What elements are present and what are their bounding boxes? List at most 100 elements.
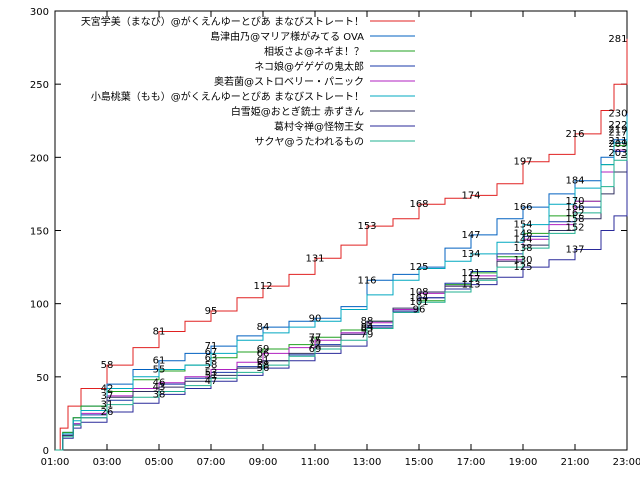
data-label: 67 [205,347,218,358]
data-label: 121 [461,268,480,279]
data-label: 88 [361,316,374,327]
data-label: 71 [205,341,218,352]
data-label: 61 [257,356,270,367]
data-label: 144 [513,234,532,245]
data-label: 69 [309,344,322,355]
series-line-9 [55,141,628,451]
data-label: 184 [565,176,584,187]
legend-label: 相坂さよ@ネギま！？ [264,45,364,58]
data-label: 170 [565,196,584,207]
series-line-8 [55,152,628,451]
x-tick-label: 09:00 [249,457,278,468]
data-label: 108 [409,287,428,298]
data-label: 130 [513,255,532,266]
legend-label: 葛村令禅@怪物王女 [274,120,364,133]
data-label: 125 [409,262,428,273]
series-line-2 [55,113,628,451]
data-label: 37 [101,391,114,402]
data-label: 197 [513,157,532,168]
legend-label: ネコ娘@ゲゲゲの鬼太郎 [254,60,364,73]
y-tick-label: 100 [30,300,49,311]
data-label: 101 [409,297,428,308]
x-tick-label: 01:00 [41,457,70,468]
series-line-7 [55,144,628,451]
data-label: 38 [153,389,166,400]
x-tick-label: 19:00 [509,457,538,468]
series-line-4 [55,129,628,451]
series-line-5 [55,132,628,451]
x-tick-label: 13:00 [353,457,382,468]
data-label: 47 [205,376,218,387]
data-label: 222 [608,120,627,131]
x-tick-label: 11:00 [301,457,330,468]
data-label: 152 [565,223,584,234]
data-label: 125 [513,262,532,273]
data-label: 42 [101,384,114,395]
data-label: 209 [608,139,627,150]
data-label: 153 [357,221,376,232]
data-label: 63 [205,353,218,364]
data-label: 230 [608,108,627,119]
x-tick-label: 15:00 [405,457,434,468]
data-label: 83 [361,324,374,335]
data-label: 131 [305,253,324,264]
y-tick-label: 200 [30,153,49,164]
y-tick-label: 50 [36,373,49,384]
x-tick-label: 21:00 [561,457,590,468]
x-tick-label: 07:00 [197,457,226,468]
data-label: 281 [608,34,627,45]
data-label: 31 [101,400,114,411]
legend-label: サクヤ@うたわれるもの [255,136,365,148]
data-label: 84 [257,322,270,333]
data-label: 81 [153,326,166,337]
data-label: 51 [205,370,218,381]
data-label: 69 [257,344,270,355]
data-label: 117 [461,274,480,285]
data-label: 90 [309,313,322,324]
data-label: 56 [257,363,270,374]
data-label: 58 [205,360,218,371]
y-tick-label: 150 [30,227,49,238]
data-label: 43 [153,382,166,393]
data-label: 77 [309,332,322,343]
data-label: 154 [513,220,532,231]
legend: 天宮学美（まなび）@がくえんゆーとぴあ まなびストレート！ 島津由乃@マリア様がみ… [81,15,415,148]
data-label: 96 [413,305,426,316]
data-label: 166 [565,202,584,213]
data-label: 55 [153,365,166,376]
data-label: 217 [608,127,627,138]
data-label: 113 [461,280,480,291]
series-lines [55,38,628,451]
y-tick-label: 0 [43,446,49,457]
data-label: 162 [565,208,584,219]
x-tick-label: 05:00 [145,457,174,468]
data-label: 216 [565,129,584,140]
data-label: 84 [361,322,374,333]
data-label: 95 [205,306,218,317]
y-tick-label: 250 [30,80,49,91]
axes: 0 50 100 150 200 250 300 01:00 03:00 05:00 07:00 09… [30,7,640,468]
data-label: 58 [101,360,114,371]
data-label: 174 [461,190,480,201]
data-label: 79 [361,329,374,340]
data-label: 104 [409,293,428,304]
legend-label: 白雪姫@おとぎ銃士 赤ずきん [231,105,364,118]
data-label: 211 [608,136,627,147]
data-label: 158 [565,214,584,225]
series-line-6 [55,116,628,451]
data-label: 46 [153,378,166,389]
x-tick-label: 23:00 [613,457,640,468]
legend-label: 島津由乃@マリア様がみてる OVA [210,30,364,43]
legend-label: 奥若菌@ストロベリー・パニック [214,75,364,88]
data-label: 147 [461,230,480,241]
series-line-3 [55,125,628,451]
y-tick-label: 300 [30,7,49,18]
data-label: 166 [513,202,532,213]
data-label: 138 [513,243,532,254]
data-label: 219 [608,125,627,136]
data-label: 148 [513,228,532,239]
x-tick-label: 17:00 [457,457,486,468]
data-label: 134 [461,249,480,260]
